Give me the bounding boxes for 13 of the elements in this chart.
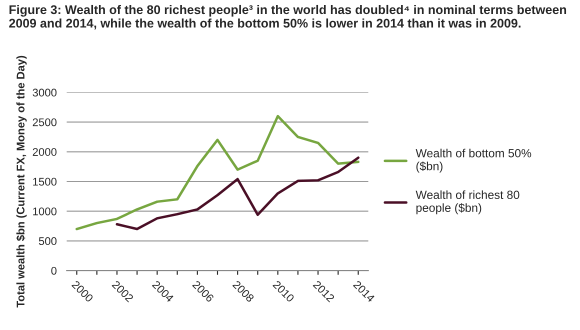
line-series <box>116 156 360 230</box>
y-tick-label: 500 <box>38 237 57 246</box>
y-tick-label: 2000 <box>32 148 57 156</box>
y-tick-label: 2500 <box>32 118 57 126</box>
y-tick-label: 1000 <box>33 207 57 216</box>
line-series <box>76 114 360 230</box>
y-tick-label: 0 <box>51 266 57 275</box>
chart-title: Figure 3: Wealth of the 80 richest people³ in the world has doubled⁴ in nominal terms between 2009 and 2014, while the wealth of the bottom 50% is lower in 2014 than it was in 2009. <box>9 4 566 30</box>
legend-label: Wealth of bottom 50% ($bn) <box>416 148 532 173</box>
y-axis-title: Total wealth $bn (Current FX, Money of the Day) <box>16 56 27 308</box>
y-tick-label: 3000 <box>32 88 57 97</box>
y-tick-label: 1500 <box>33 178 57 186</box>
legend-label: Wealth of richest 80 people ($bn) <box>416 190 520 214</box>
